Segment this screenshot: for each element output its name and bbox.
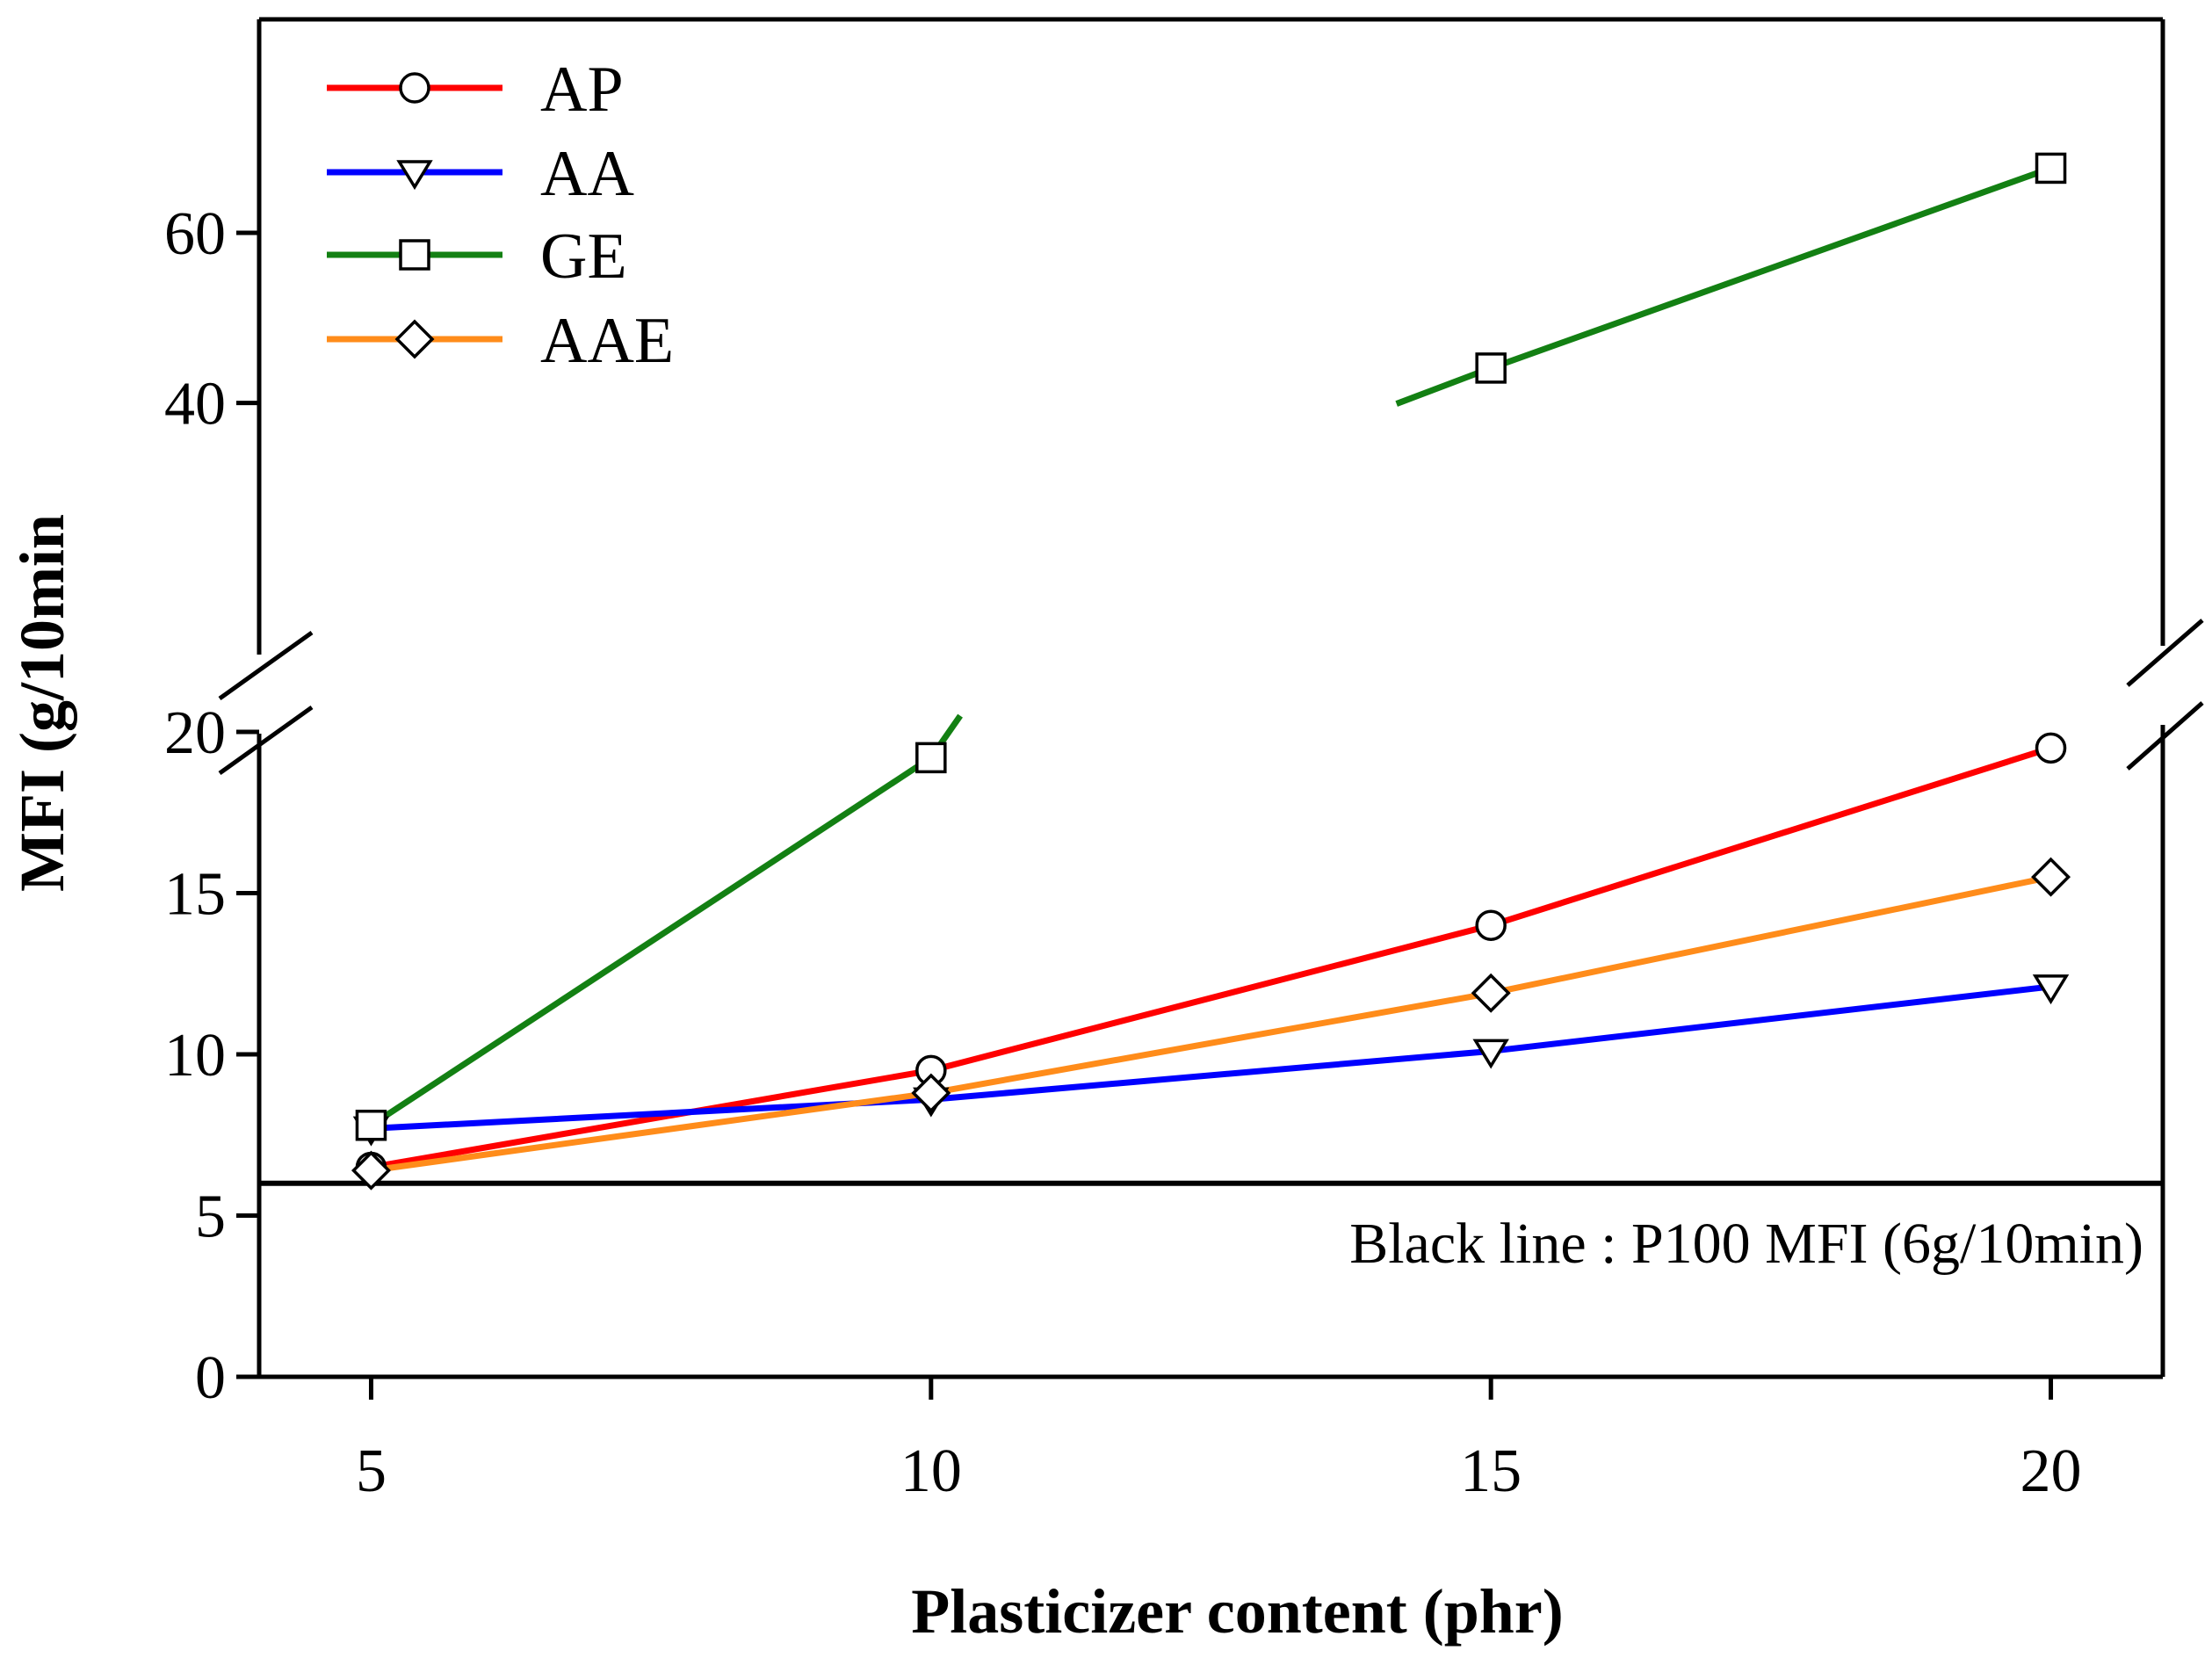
data-point-aa — [1472, 1039, 1509, 1069]
data-point-ge — [355, 1109, 387, 1141]
data-point-ge — [915, 742, 947, 774]
legend-marker-ap — [399, 72, 430, 104]
reference-line-label: Black line : P100 MFI (6g/10min) — [1349, 1212, 2143, 1276]
series-line-aa — [1490, 983, 2051, 1054]
series-line-ap — [370, 1067, 932, 1170]
series-line-ge — [1490, 165, 2052, 372]
legend-marker-ge — [399, 239, 430, 271]
y-tick-label: 0 — [195, 1344, 226, 1412]
series-line-aae — [930, 989, 1492, 1097]
series-line-ge — [1395, 365, 1493, 407]
y-tick-label: 20 — [164, 699, 226, 767]
data-point-ap — [2035, 732, 2067, 764]
series-line-ap — [929, 922, 1493, 1074]
y-tick-label: 5 — [195, 1184, 226, 1251]
axis-break-mark-right-lower — [2126, 701, 2204, 771]
data-point-ge — [1475, 352, 1507, 384]
y-axis-title: MFI (g/10min — [7, 514, 77, 892]
axis-break-mark-right-upper — [2126, 619, 2204, 687]
series-line-ge — [369, 755, 933, 1128]
axis-break-mark-left-upper — [218, 630, 314, 701]
y-tick-label: 10 — [164, 1022, 226, 1089]
data-point-aae — [1471, 973, 1511, 1013]
y-tick-label: 15 — [164, 861, 226, 929]
x-tick-label: 10 — [900, 1437, 962, 1505]
data-point-aa — [2032, 974, 2070, 1005]
legend-label-ap: AP — [540, 54, 624, 126]
series-line-aae — [370, 1089, 932, 1174]
data-point-aae — [2031, 857, 2071, 897]
legend-label-ge: GE — [540, 221, 627, 293]
x-axis-title: Plasticizer content (phr) — [911, 1576, 1563, 1647]
y-tick-label: 60 — [164, 200, 226, 268]
legend-label-aae: AAE — [540, 305, 674, 377]
x-tick-label: 20 — [2020, 1437, 2082, 1505]
legend-marker-aae — [394, 319, 435, 359]
x-tick-label: 15 — [1460, 1437, 1522, 1505]
series-line-aa — [930, 1047, 1492, 1103]
series-line-ap — [1490, 745, 2052, 929]
x-tick-label: 5 — [356, 1437, 387, 1505]
legend-label-aa: AA — [540, 138, 634, 210]
axis-break-mark-left-lower — [218, 705, 314, 776]
data-point-aae — [911, 1073, 951, 1113]
legend-marker-aa — [396, 160, 433, 191]
data-point-aae — [351, 1150, 391, 1191]
data-point-ge — [2035, 152, 2067, 185]
y-tick-label: 40 — [164, 371, 226, 438]
data-point-ap — [1475, 909, 1507, 941]
series-line-aae — [1490, 873, 2052, 996]
